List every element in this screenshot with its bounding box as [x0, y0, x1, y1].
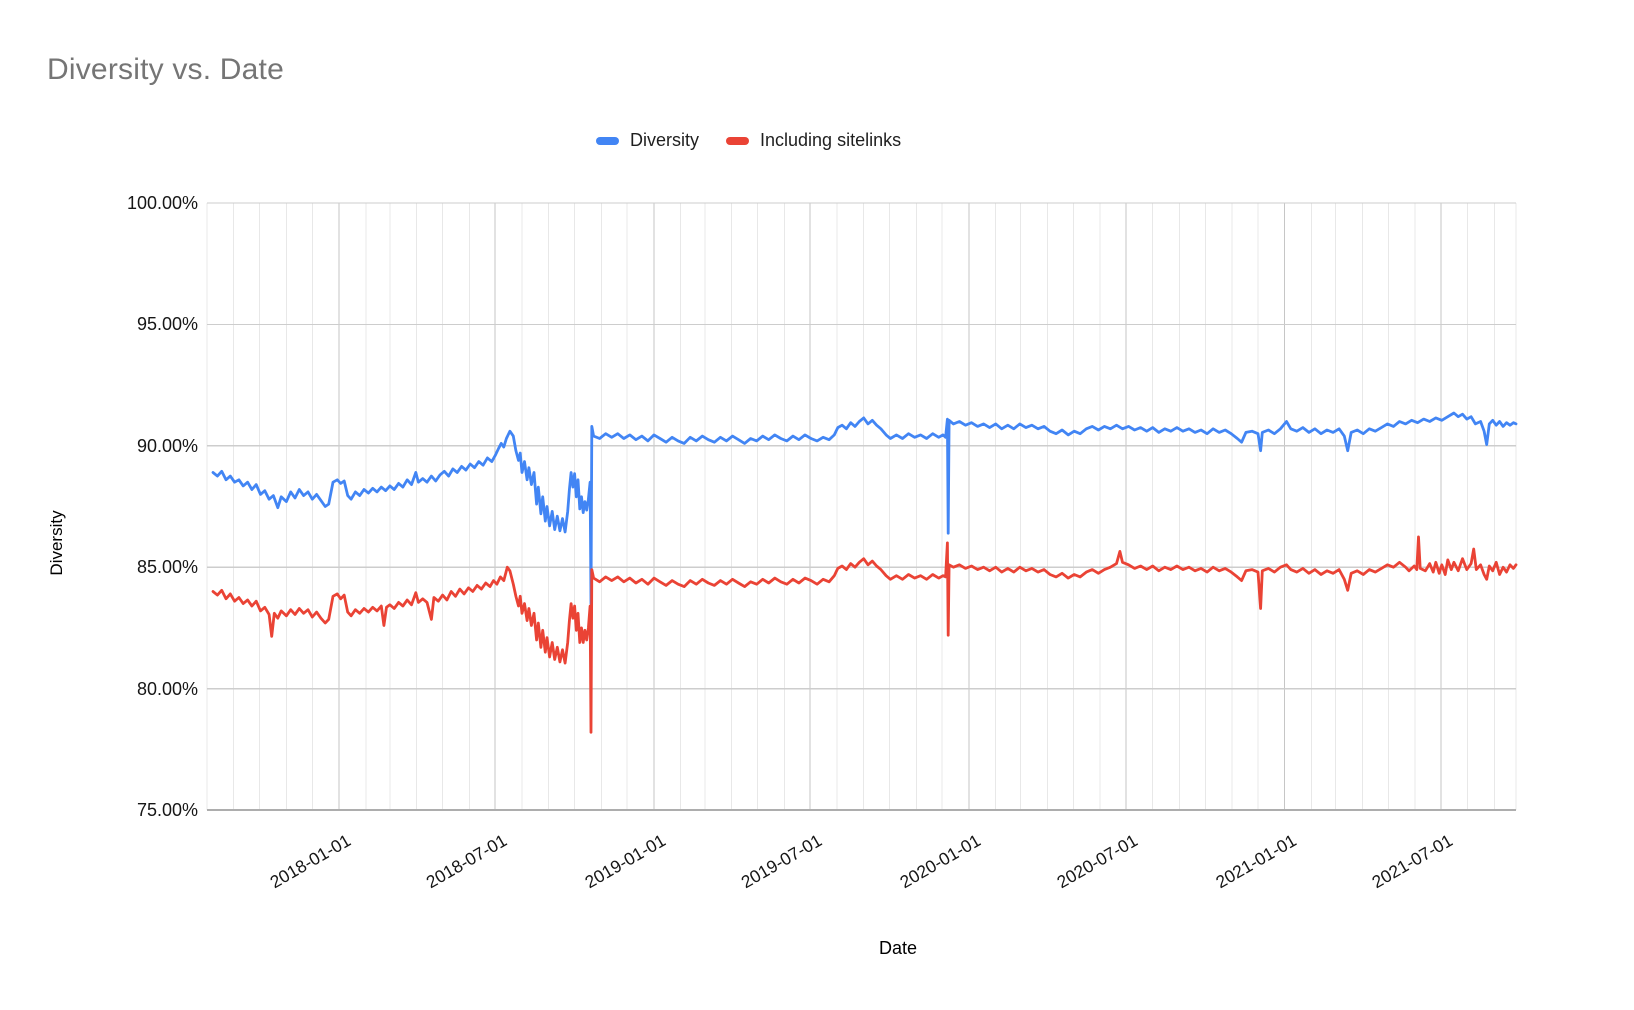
legend-item-diversity[interactable]: Diversity [596, 130, 699, 151]
including-sitelinks-series-swatch-icon [726, 136, 750, 145]
x-axis-tick-label: 2021-07-01 [1368, 830, 1456, 892]
x-axis-tick-label: 2020-01-01 [896, 830, 984, 892]
legend: Diversity Including sitelinks [596, 130, 901, 151]
x-axis-title: Date [878, 938, 918, 958]
legend-label-including-sitelinks: Including sitelinks [760, 130, 902, 150]
legend-item-including-sitelinks[interactable]: Including sitelinks [726, 130, 901, 151]
x-axis-tick-label: 2021-01-01 [1212, 830, 1300, 892]
x-axis-tick-label: 2020-07-01 [1053, 830, 1141, 892]
y-axis-tick-label-80: 80.00% [136, 679, 198, 699]
chart-title: Diversity vs. Date [47, 53, 284, 86]
y-axis-tick-label-75: 75.00% [136, 800, 198, 820]
y-axis-tick-label-90: 90.00% [136, 436, 198, 456]
x-axis-tick-label: 2019-07-01 [738, 830, 826, 892]
x-axis-tick-label: 2018-07-01 [423, 830, 511, 892]
y-axis-tick-label-100: 100.00% [126, 193, 198, 213]
x-axis-tick-label: 2019-01-01 [581, 830, 669, 892]
series-line-diversity[interactable] [211, 411, 1518, 605]
x-axis-tick-label: 2018-01-01 [266, 830, 354, 892]
y-axis-tick-label-85: 85.00% [136, 557, 198, 577]
legend-label-diversity: Diversity [630, 130, 700, 150]
y-axis-tick-label-95: 95.00% [136, 314, 198, 334]
diversity-series-swatch-icon [596, 136, 619, 145]
series-line-including-sitelinks[interactable] [211, 535, 1518, 734]
